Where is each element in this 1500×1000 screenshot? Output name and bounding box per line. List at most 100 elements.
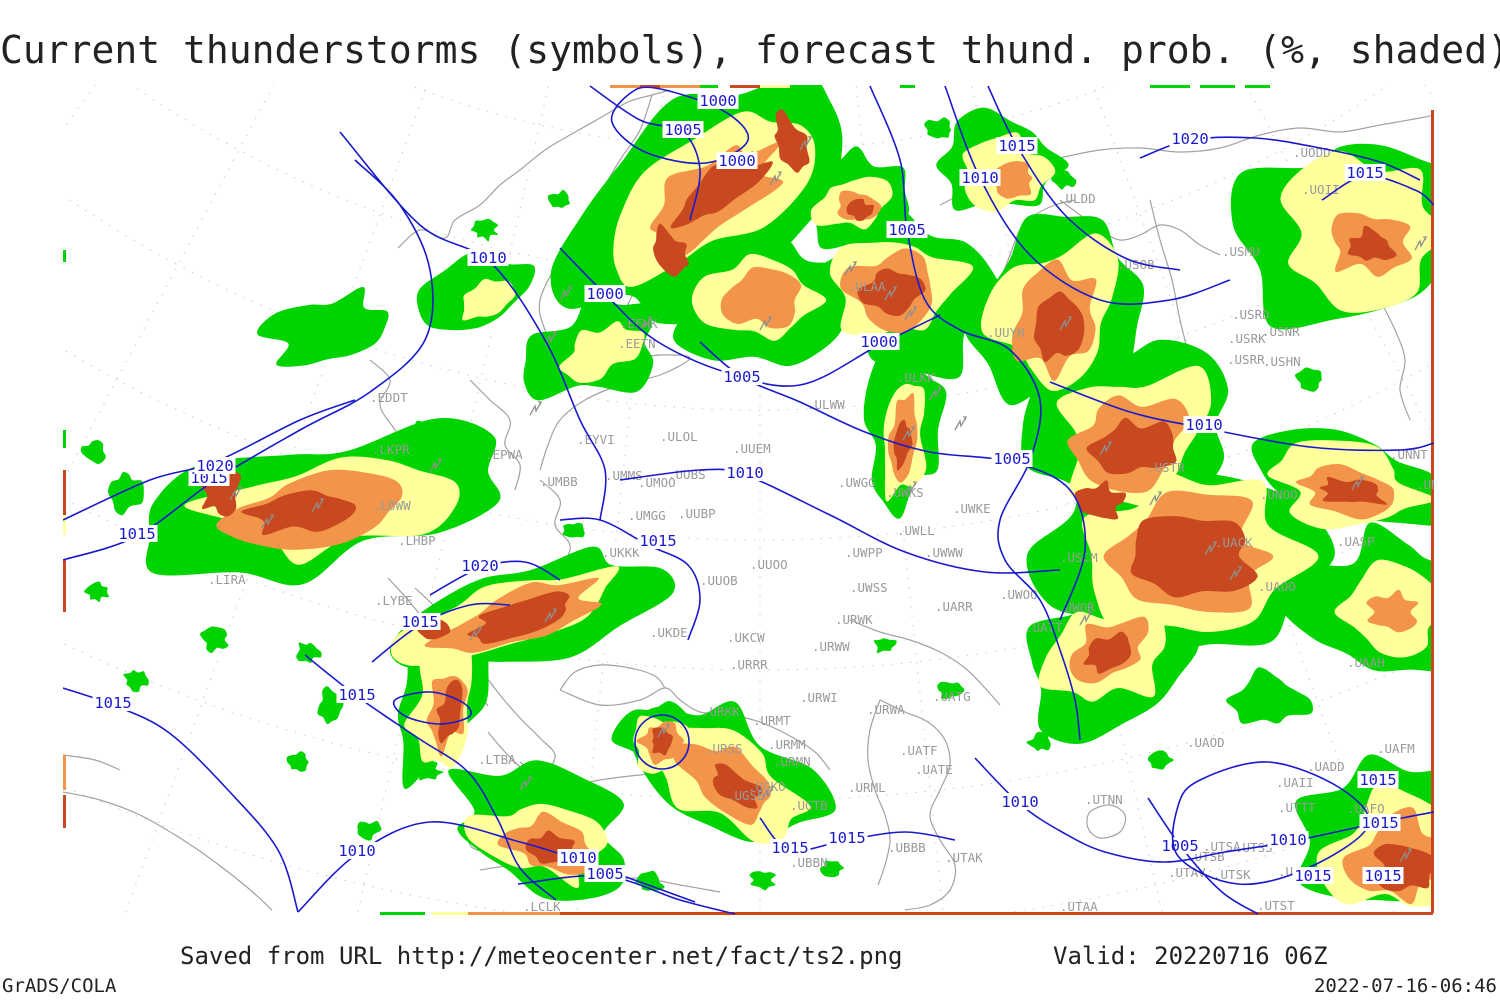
station-label-ulol: .ULOL (660, 429, 698, 444)
station-label-uwoo: .UWOO (1000, 587, 1038, 602)
isobar-label-1015: 1015 (639, 532, 676, 550)
station-label-eyvi: .EYVI (577, 432, 615, 447)
isobar-label-1000: 1000 (718, 152, 755, 170)
thunderstorm-symbol (761, 786, 774, 801)
station-label-uaoo: .UAOO (1258, 579, 1296, 594)
thunderstorm-symbol (844, 261, 857, 276)
station-label-lkpr: .LKPR (372, 442, 410, 457)
thunderstorm-symbol (1399, 848, 1412, 863)
isobar-label-1015: 1015 (401, 613, 438, 631)
thunderstorm-symbol (429, 458, 442, 473)
station-label-unoo: .UNOO (1260, 487, 1298, 502)
station-label-uack: .UACK (1215, 535, 1253, 550)
isobar-label-1000: 1000 (586, 285, 623, 303)
station-label-ukde: .UKDE (650, 625, 688, 640)
station-label-ugko: .UGKO (748, 779, 786, 794)
station-label-urww: .URWW (812, 639, 850, 654)
weather-map-canvas: .EDDT .LKPR .EPWA .EYVI .UMMS .UMBB .UMGG .UMOO… (63, 85, 1434, 915)
station-label-umoo: .UMOO (638, 475, 676, 490)
station-label-uttt: .UTTT (1278, 800, 1316, 815)
thunderstorm-symbol (519, 776, 532, 791)
station-label-uldd: .ULDD (1058, 191, 1096, 206)
thunderstorm-symbol (1149, 491, 1162, 506)
thunderstorm-symbol (799, 136, 812, 151)
isobar-label-1005: 1005 (723, 368, 760, 386)
station-label-urrr: .URRR (730, 657, 768, 672)
isobar-label-1020: 1020 (196, 457, 233, 475)
station-label-usmu: .USMU (1222, 244, 1260, 259)
isobar-label-1010: 1010 (559, 849, 596, 867)
station-label-uarr: .UARR (935, 599, 973, 614)
station-label-uafm: .UAFM (1377, 741, 1415, 756)
station-label-utnn: .UTNN (1085, 792, 1123, 807)
isobars: 1000 1000 1005 1005 1010 1015 1020 1015 1010 1000… (63, 85, 1434, 915)
thunderstorm-symbol (769, 171, 782, 186)
station-labels: .EDDT .LKPR .EPWA .EYVI .UMMS .UMBB .UMGG .UMOO… (208, 145, 1434, 914)
isobar-label-1010: 1010 (338, 842, 375, 860)
station-label-usob: .USOB (1117, 257, 1155, 272)
station-label-utav: .UTAV (1168, 865, 1206, 880)
isobar-label-1005: 1005 (993, 450, 1030, 468)
station-label-utst: .UTST (1257, 898, 1295, 913)
weather-map-svg: .EDDT .LKPR .EPWA .EYVI .UMMS .UMBB .UMGG .UMOO… (63, 85, 1434, 915)
station-label-uubp: .UUBP (678, 506, 716, 521)
station-label-urmn: .URMN (773, 754, 811, 769)
station-label-loww: .LOWW (373, 498, 411, 513)
thunderstorm-symbol (639, 316, 652, 331)
station-label-ubbb: .UBBB (888, 840, 926, 855)
station-label-usrd: .USRD (1232, 307, 1270, 322)
station-label-uate: .UATE (915, 762, 953, 777)
isobar-label-1005: 1005 (664, 121, 701, 139)
isobar-label-1020: 1020 (1171, 130, 1208, 148)
isobar-label-1015: 1015 (771, 839, 808, 857)
station-label-ubbn: .UBBN (790, 855, 828, 870)
station-label-uadd: .UADD (1307, 759, 1345, 774)
station-label-uuem: .UUEM (733, 441, 771, 456)
station-label-umbb: .UMBB (540, 474, 578, 489)
thunderstorm-symbol (544, 608, 557, 623)
station-label-uwks: .UWKS (886, 485, 924, 500)
station-label-ukcw: .UKCW (727, 630, 765, 645)
station-label-ushn: .USHN (1263, 354, 1301, 369)
station-label-urwk: .URWK (835, 612, 873, 627)
thunderstorm-symbol (759, 316, 772, 331)
thunderstorm-symbol (229, 486, 242, 501)
station-label-unbb: .UNBB (1416, 477, 1434, 492)
thunderstorm-symbol (1351, 476, 1364, 491)
station-label-utak: .UTAK (945, 850, 983, 865)
station-label-uodd: .UODD (1293, 145, 1331, 160)
station-label-urmm: .URMM (768, 737, 806, 752)
station-label-uatg: .UATG (933, 689, 971, 704)
isobar-label-1015: 1015 (1359, 771, 1396, 789)
station-label-uwgg: .UWGG (838, 475, 876, 490)
station-label-uwll: .UWLL (897, 523, 935, 538)
isobar-label-1015: 1015 (1361, 814, 1398, 832)
station-label-ulaa: .ULAA (848, 279, 886, 294)
station-label-usrk: .USRK (1228, 331, 1266, 346)
station-label-efhk: .EFHK (620, 316, 658, 331)
isobar-label-1015: 1015 (998, 137, 1035, 155)
valid-time-text: Valid: 20220716 06Z (1053, 942, 1328, 970)
isobar-label-1000: 1000 (860, 333, 897, 351)
thunderstorm-symbol (1099, 441, 1112, 456)
isobar-label-1010: 1010 (1269, 831, 1306, 849)
station-label-uwpp: .UWPP (845, 545, 883, 560)
station-label-umms: .UMMS (605, 468, 643, 483)
station-label-lclk: .LCLK (523, 899, 561, 914)
thunderstorm-symbol (1079, 611, 1092, 626)
station-label-urml: .URML (848, 780, 886, 795)
station-label-urwi: .URWI (800, 690, 838, 705)
station-label-uwww: .UWWW (925, 545, 963, 560)
isobar-label-1010: 1010 (469, 249, 506, 267)
thunderstorm-symbol (469, 626, 482, 641)
station-label-ugtb: .UGTB (790, 798, 828, 813)
isobar-label-1015: 1015 (828, 829, 865, 847)
isobar-label-1005: 1005 (888, 221, 925, 239)
station-label-eetn: .EETN (618, 336, 656, 351)
station-label-uaah: .UAAH (1347, 655, 1385, 670)
thunderstorm-symbol (884, 286, 897, 301)
station-label-uasp: .UASP (1337, 534, 1375, 549)
station-label-uuob: .UUOB (700, 573, 738, 588)
station-label-uuoo: .UUOO (750, 557, 788, 572)
station-label-ugsb: .UGSB (727, 788, 765, 803)
